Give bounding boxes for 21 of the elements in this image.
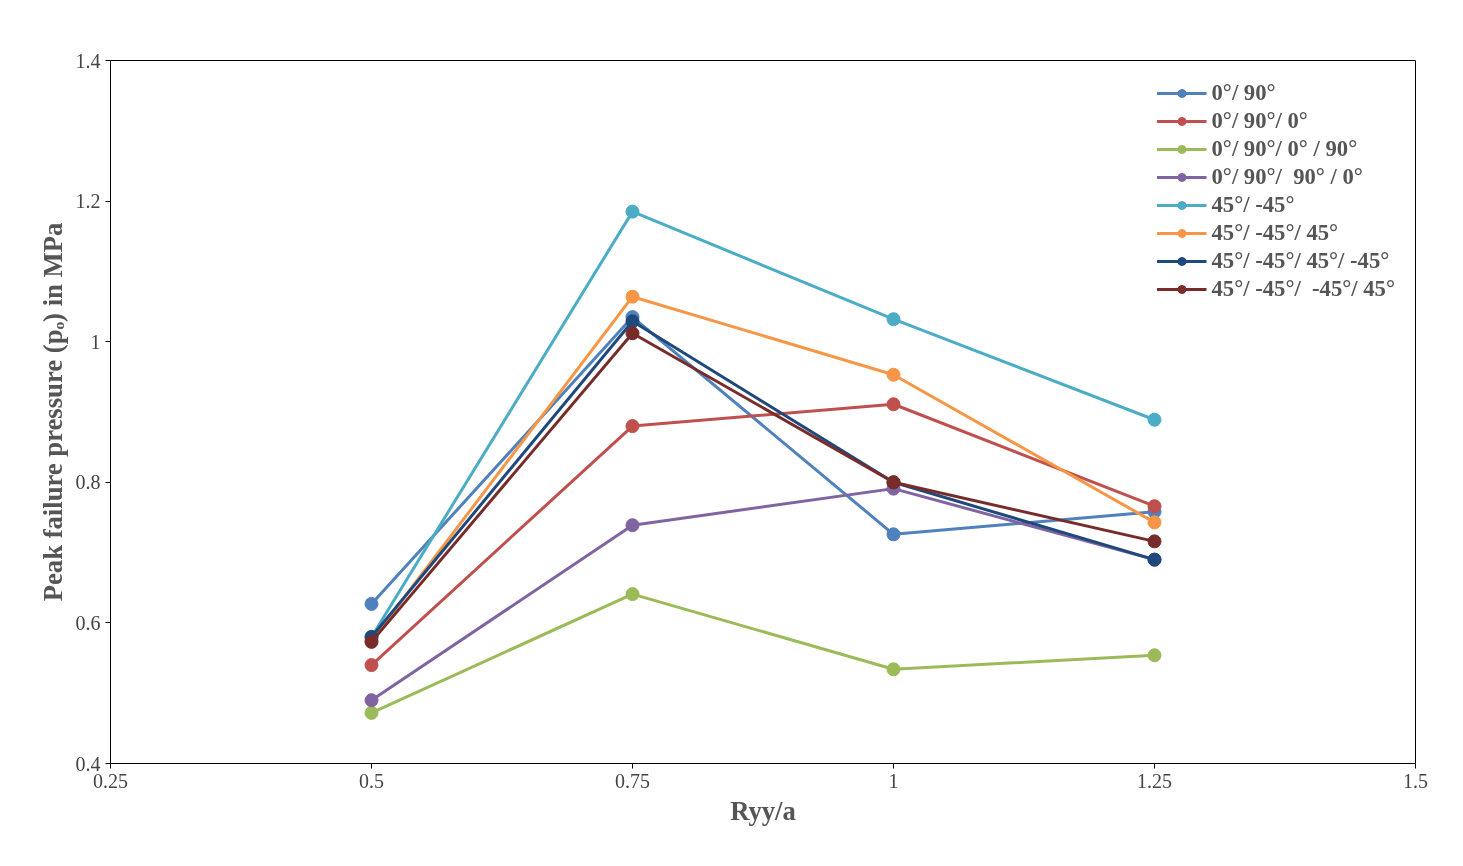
- legend-label: 0°/ 90°/ 0° / 90°: [1211, 136, 1358, 162]
- x-tick-label: 0.75: [615, 769, 650, 792]
- legend-label: 45°/ -45°: [1211, 192, 1295, 218]
- x-tick-label: 0.5: [359, 769, 384, 792]
- legend-label: 45°/ -45°/ 45°: [1211, 220, 1339, 246]
- y-tick-label: 1: [90, 330, 101, 353]
- x-tick-label: 1.25: [1137, 769, 1172, 792]
- x-tick-label: 1: [888, 769, 899, 792]
- y-tick-label: 1.4: [75, 49, 101, 72]
- y-tick-label: 0.6: [75, 611, 101, 634]
- y-tick-label: 1.2: [75, 190, 101, 213]
- legend-label: 45°/ -45°/ 45°/ -45°: [1211, 248, 1390, 274]
- y-tick-label: 0.8: [75, 471, 101, 494]
- legend-label: 0°/ 90°: [1211, 80, 1276, 106]
- legend-label: 45°/ -45°/ -45°/ 45°: [1211, 276, 1395, 302]
- legend-label: 0°/ 90°/ 90° / 0°: [1211, 164, 1363, 190]
- y-axis-title: Peak failure pressure (pₒ) in MPa: [37, 222, 68, 602]
- x-tick-label: 1.5: [1403, 769, 1428, 792]
- y-tick-label: 0.4: [75, 752, 101, 775]
- x-axis-title: Ryy/a: [730, 795, 796, 826]
- legend-label: 0°/ 90°/ 0°: [1211, 108, 1308, 134]
